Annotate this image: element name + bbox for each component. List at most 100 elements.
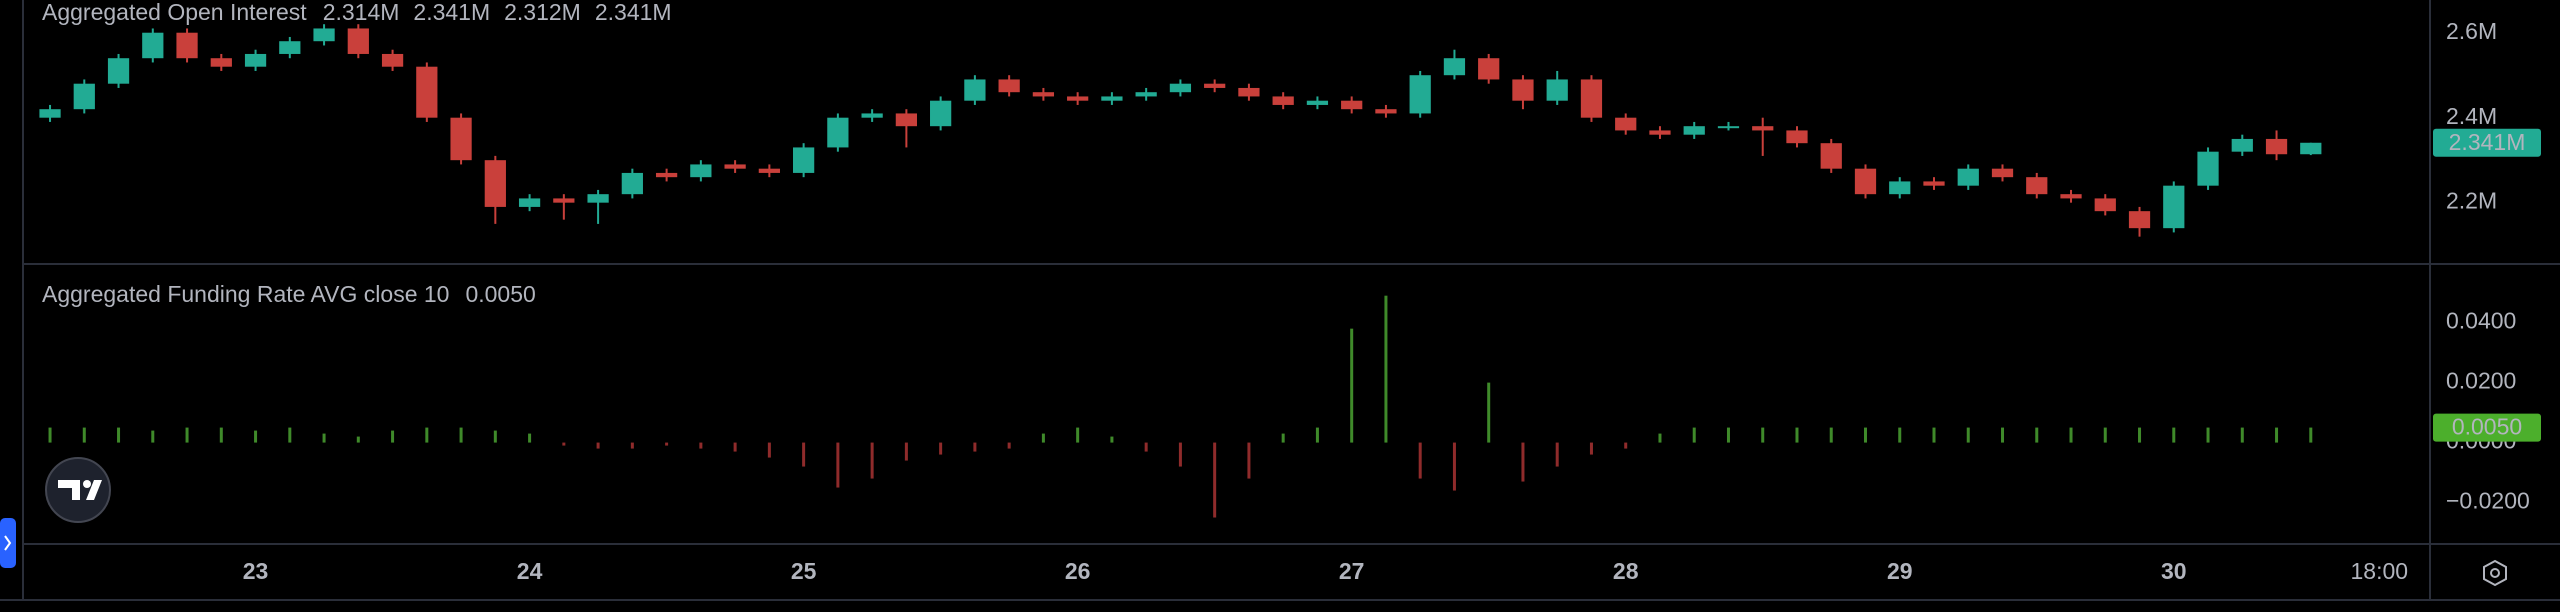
funding-bar <box>2309 427 2313 443</box>
funding-bar <box>82 427 86 443</box>
candle-body <box>1854 168 1877 195</box>
funding-bar <box>1007 442 1011 449</box>
funding-bar <box>665 442 669 446</box>
funding-bar <box>425 427 429 443</box>
funding-bar <box>185 427 189 443</box>
funding-badge-label: 0.0050 <box>2452 414 2522 440</box>
x-tick-label: 18:00 <box>2351 558 2409 584</box>
sidebar-toggle[interactable] <box>0 518 16 568</box>
funding-bar <box>1932 427 1936 443</box>
funding-bar <box>1384 295 1388 443</box>
ohlc-value: 2.341M <box>595 0 672 25</box>
funding-bar <box>1589 442 1593 455</box>
candle-body <box>142 32 164 59</box>
candle-body <box>1032 92 1055 97</box>
candle-body <box>39 109 61 118</box>
candle-body <box>2300 142 2322 155</box>
funding-bar <box>1863 427 1867 443</box>
x-tick-label: 23 <box>243 558 269 584</box>
funding-bar <box>1555 442 1559 467</box>
funding-bar <box>2240 427 2244 443</box>
candle-body <box>793 147 815 173</box>
funding-bar <box>1144 442 1148 452</box>
funding-bar <box>2206 427 2210 443</box>
funding-bar <box>1761 427 1765 443</box>
funding-bar <box>802 442 806 467</box>
funding-bar <box>2035 427 2039 443</box>
logo-mark <box>58 480 80 500</box>
logo[interactable] <box>45 457 111 523</box>
candle-body <box>1306 100 1329 105</box>
funding-bar <box>836 442 840 488</box>
candle-body <box>861 113 883 118</box>
funding-bar <box>48 427 52 443</box>
funding-bar <box>1624 442 1628 449</box>
x-tick-label: 25 <box>791 558 817 584</box>
candle-body <box>587 194 609 203</box>
candle-body <box>1478 58 1500 80</box>
y-tick-label: 0.0400 <box>2446 308 2516 334</box>
candle-body <box>244 53 267 67</box>
funding-bar <box>1247 442 1251 479</box>
funding-bar <box>1726 427 1730 443</box>
funding-bar <box>459 427 463 443</box>
candle-body <box>895 113 918 127</box>
candle-body <box>1409 75 1431 114</box>
settings-icon[interactable] <box>2483 559 2507 587</box>
price-badge <box>2433 128 2541 157</box>
candle-body <box>1375 109 1397 114</box>
candle-body <box>107 58 130 84</box>
candle-body <box>2231 138 2253 152</box>
funding-bar <box>1076 427 1080 443</box>
funding-bar <box>2138 427 2142 443</box>
funding-bar <box>1692 427 1696 443</box>
candle-body <box>1067 96 1089 101</box>
oi-title: Aggregated Open Interest <box>42 0 307 25</box>
candle-body <box>176 32 198 59</box>
funding-value: 0.0050 <box>465 281 535 307</box>
candle-body <box>1443 58 1466 76</box>
candle-body <box>690 164 712 178</box>
y-tick-label: 2.2M <box>2446 188 2497 214</box>
candle-body <box>553 198 575 203</box>
ohlc-value: 2.341M <box>413 0 490 25</box>
x-tick-label: 30 <box>2161 558 2187 584</box>
ohlc-value: 2.312M <box>504 0 581 25</box>
toggle-arrow <box>4 535 12 551</box>
funding-bar <box>767 442 771 458</box>
candle-body <box>416 66 438 118</box>
candle-body <box>1615 117 1637 131</box>
funding-bar <box>2001 427 2005 443</box>
funding-bar <box>733 442 737 452</box>
x-tick-label: 29 <box>1887 558 1913 584</box>
funding-bar <box>1281 433 1285 443</box>
funding-bar <box>562 442 566 446</box>
candle-body <box>1101 96 1123 101</box>
candle-body <box>1957 168 1979 186</box>
funding-bar <box>2275 427 2279 443</box>
funding-bar <box>1350 328 1354 443</box>
funding-bar <box>254 430 258 443</box>
funding-bar <box>2069 427 2073 443</box>
y-tick-label: 2.4M <box>2446 103 2497 129</box>
y-tick-label: 0.0200 <box>2446 368 2516 394</box>
logo-slash <box>86 480 102 500</box>
funding-bar <box>904 442 908 461</box>
candle-body <box>1341 100 1363 110</box>
candle-body <box>1717 126 1740 129</box>
candle-body <box>964 79 986 101</box>
candle-body <box>2094 198 2116 212</box>
candle-body <box>1169 83 1192 93</box>
candle-body <box>1272 96 1294 105</box>
candle-body <box>2163 185 2185 229</box>
price-badge-label: 2.341M <box>2449 129 2526 155</box>
candle-body <box>655 172 678 178</box>
funding-bar <box>528 433 532 443</box>
funding-bar <box>596 442 600 449</box>
ohlc-value: 2.314M <box>323 0 400 25</box>
candle-body <box>2060 194 2082 199</box>
funding-bar <box>1178 442 1182 467</box>
x-tick-label: 26 <box>1065 558 1091 584</box>
